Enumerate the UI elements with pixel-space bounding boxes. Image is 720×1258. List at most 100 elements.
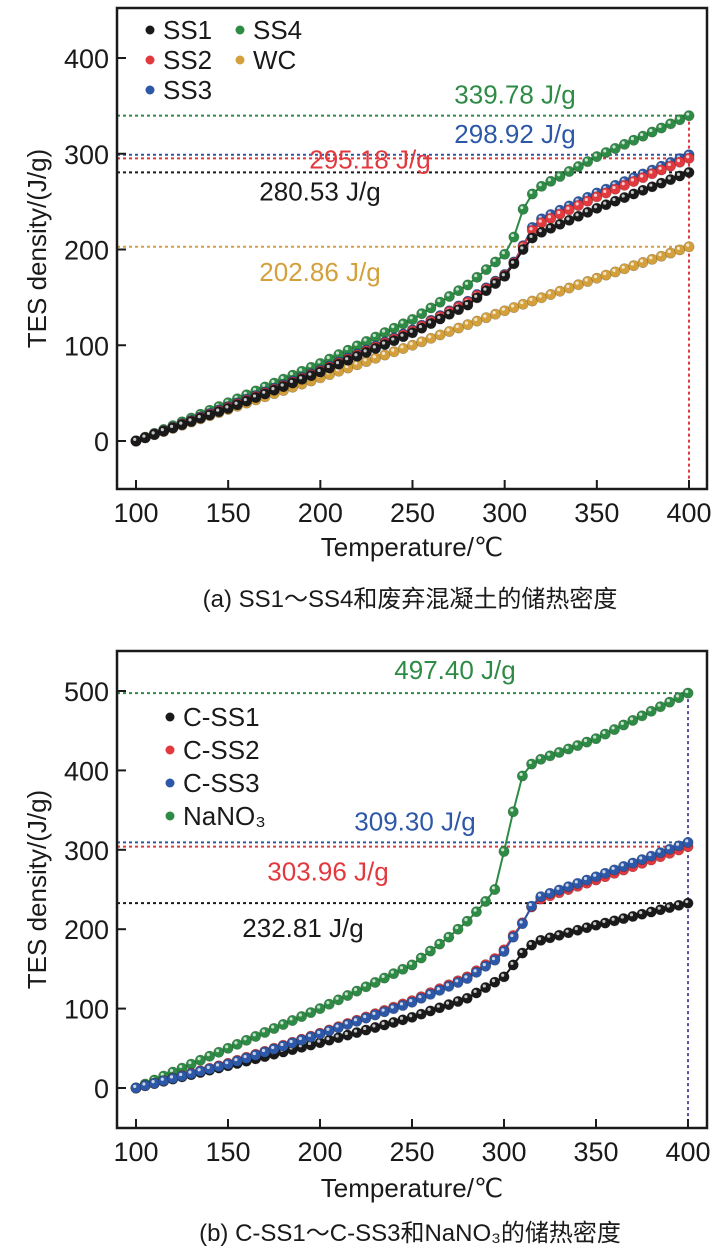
legend: SS1 SS4 SS2 WC SS3	[145, 15, 302, 105]
data-point-highlight	[381, 974, 385, 979]
data-point	[305, 1031, 317, 1043]
data-point	[526, 188, 538, 200]
data-point-highlight	[519, 772, 523, 776]
data-point	[654, 701, 666, 713]
data-point-highlight	[317, 368, 321, 373]
data-point	[296, 1011, 308, 1023]
data-point	[499, 305, 511, 317]
data-point-highlight	[474, 317, 478, 322]
data-point-highlight	[151, 431, 155, 435]
x-tick-label: 400	[666, 498, 711, 528]
data-point-highlight	[611, 866, 615, 870]
x-tick-label: 350	[574, 498, 619, 528]
data-point-highlight	[640, 174, 644, 178]
data-point-highlight	[657, 703, 661, 707]
data-point-highlight	[399, 1002, 404, 1006]
data-point	[545, 175, 557, 187]
data-point-highlight	[391, 337, 395, 341]
data-point-highlight	[179, 1064, 183, 1069]
data-point	[554, 170, 566, 182]
axis-ticks: 100 150 200 250 300 350 400 0 100 200 300 400	[64, 44, 712, 528]
data-point-highlight	[188, 1070, 192, 1074]
y-tick-label: 400	[64, 756, 109, 786]
y-tick-label: 100	[64, 995, 109, 1025]
data-point-highlight	[621, 194, 625, 198]
data-point	[526, 295, 538, 307]
data-point	[195, 412, 207, 424]
data-point-highlight	[547, 215, 552, 219]
y-tick-label: 400	[64, 44, 109, 74]
data-point-highlight	[501, 251, 505, 255]
data-point	[480, 960, 492, 972]
data-point-highlight	[575, 202, 579, 206]
data-point-highlight	[289, 1039, 293, 1044]
data-point	[397, 331, 409, 343]
data-point	[470, 987, 482, 999]
data-point	[425, 332, 437, 344]
data-point	[388, 968, 400, 980]
data-point-highlight	[602, 870, 606, 874]
data-point-highlight	[234, 401, 238, 405]
data-point-highlight	[473, 989, 477, 993]
data-point-highlight	[390, 1005, 394, 1009]
data-point-highlight	[307, 1033, 312, 1038]
data-point-highlight	[501, 273, 505, 277]
data-point	[645, 906, 657, 918]
data-point	[536, 226, 548, 238]
data-point	[655, 164, 667, 176]
data-point-highlight	[566, 217, 570, 221]
data-point	[453, 285, 465, 297]
data-point	[526, 939, 538, 951]
data-point	[480, 982, 492, 994]
data-point-highlight	[216, 408, 220, 412]
data-point-highlight	[611, 726, 615, 730]
data-point	[406, 327, 418, 339]
data-point-highlight	[685, 899, 689, 904]
data-point	[683, 110, 695, 122]
data-point	[572, 210, 584, 222]
data-point	[480, 895, 492, 907]
data-point-highlight	[372, 345, 376, 349]
annotation-label: 298.92 J/g	[454, 119, 575, 149]
annotation-label: 232.81 J/g	[242, 913, 363, 943]
data-point	[480, 264, 492, 276]
x-tick-label: 200	[298, 498, 343, 528]
data-point	[314, 366, 326, 378]
data-point	[517, 298, 529, 310]
data-point-highlight	[179, 1072, 183, 1077]
y-tick-label: 500	[64, 677, 109, 707]
data-point	[204, 1063, 216, 1075]
series-c-ss3	[130, 836, 694, 1094]
data-point	[158, 1075, 170, 1087]
data-point-highlight	[363, 349, 367, 353]
data-point-highlight	[160, 1077, 164, 1081]
data-point-highlight	[538, 294, 542, 298]
data-point-highlight	[428, 320, 432, 324]
data-point-highlight	[629, 913, 634, 917]
data-point	[342, 1018, 354, 1030]
data-point	[296, 373, 308, 385]
data-point-highlight	[215, 1063, 220, 1067]
data-point-highlight	[418, 954, 422, 958]
data-point-highlight	[445, 983, 450, 987]
data-point-highlight	[620, 915, 624, 919]
data-point-highlight	[575, 213, 579, 217]
data-point	[148, 428, 160, 440]
legend-marker	[235, 25, 245, 35]
data-point-highlight	[510, 961, 514, 965]
data-point	[562, 881, 574, 893]
data-point-highlight	[482, 963, 486, 967]
data-point	[461, 972, 473, 984]
data-point-highlight	[667, 162, 671, 167]
data-point	[654, 904, 666, 916]
data-point	[231, 399, 243, 411]
data-point-highlight	[602, 919, 606, 924]
data-point	[526, 758, 538, 770]
data-point	[167, 422, 179, 434]
data-point	[471, 315, 483, 327]
data-point	[591, 151, 603, 163]
data-point	[636, 710, 648, 722]
data-point	[360, 346, 372, 358]
data-point	[462, 279, 474, 291]
legend-item: SS3	[145, 75, 212, 105]
